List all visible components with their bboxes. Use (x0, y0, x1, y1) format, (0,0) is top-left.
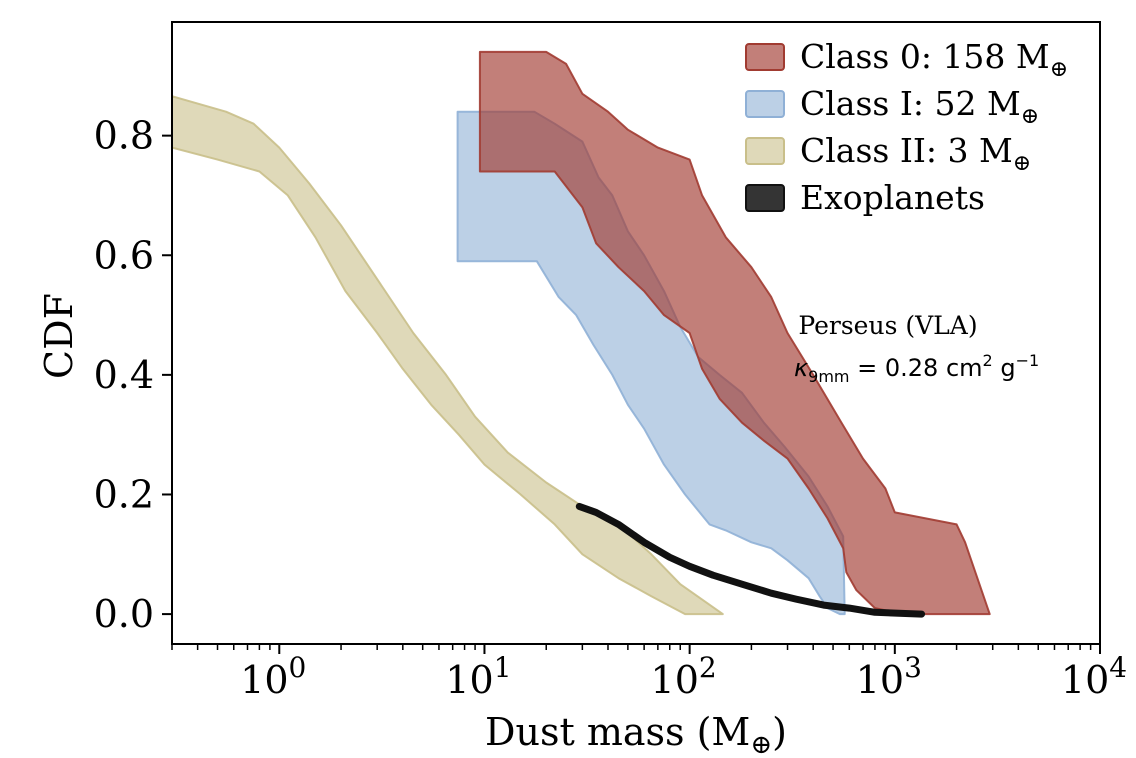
x-tick-label: 103 (856, 651, 922, 702)
y-tick-label: 0.2 (94, 472, 154, 516)
x-tick-exponent: 2 (699, 651, 717, 684)
annotation-kappa-sup1: 2 (983, 351, 993, 370)
x-tick-label: 101 (445, 651, 511, 702)
legend-swatch-class-0 (745, 43, 785, 71)
x-tick-exponent: 1 (494, 651, 512, 684)
legend-swatch-exoplanets (745, 184, 785, 212)
line-exoplanets (575, 502, 926, 618)
legend-label-exoplanets: Exoplanets (800, 178, 985, 217)
annotation-opacity: κ9mm = 0.28 cm2 g−1 (794, 351, 1039, 386)
x-tick-label: 104 (1061, 651, 1127, 702)
legend-text: Class I: 52 M (800, 84, 1021, 123)
y-tick-label: 0.0 (94, 592, 154, 636)
x-tick-label: 100 (240, 651, 306, 702)
legend-text: Exoplanets (800, 178, 985, 217)
legend-symbol: ⊕ (1021, 104, 1039, 129)
annotation-kappa-sup2: −1 (1016, 351, 1040, 370)
legend-symbol: ⊕ (1013, 151, 1031, 176)
annotation-kappa-sub: 9mm (808, 367, 849, 386)
legend-label-class-0: Class 0: 158 M⊕ (800, 37, 1068, 82)
x-axis-label-symbol: ⊕ (750, 730, 772, 758)
x-tick-exponent: 3 (904, 651, 922, 684)
x-tick-exponent: 4 (1109, 651, 1127, 684)
y-axis-label: CDF (37, 293, 81, 379)
legend-label-class-i: Class I: 52 M⊕ (800, 84, 1039, 129)
annotation-kappa-unit: g (993, 354, 1016, 382)
y-tick-label: 0.4 (94, 353, 154, 397)
x-tick-label: 102 (651, 651, 717, 702)
x-axis-label-close: ) (772, 710, 787, 754)
band-class-ii (172, 95, 724, 616)
band-class-0 (478, 50, 991, 616)
legend-swatch-class-i (745, 90, 785, 118)
legend-text: Class 0: 158 M (800, 37, 1050, 76)
annotation-kappa-value: = 0.28 cm (850, 354, 983, 382)
legend: Class 0: 158 M⊕Class I: 52 M⊕Class II: 3… (745, 37, 1068, 217)
legend-swatch-class-ii (745, 137, 785, 165)
y-tick-label: 0.6 (94, 233, 154, 277)
y-tick-label: 0.8 (94, 114, 154, 158)
x-axis-label: Dust mass (M⊕) (485, 710, 787, 758)
series-layer (172, 50, 991, 618)
legend-text: Class II: 3 M (800, 131, 1013, 170)
x-tick-base: 10 (856, 658, 904, 702)
x-tick-base: 10 (240, 658, 288, 702)
annotation-kappa: κ (794, 354, 809, 382)
plot-frame (171, 21, 1101, 645)
x-tick-exponent: 0 (289, 651, 307, 684)
x-tick-base: 10 (445, 658, 493, 702)
x-axis-label-text: Dust mass (M (485, 710, 750, 754)
legend-label-class-ii: Class II: 3 M⊕ (800, 131, 1031, 176)
x-tick-base: 10 (1061, 658, 1109, 702)
legend-symbol: ⊕ (1050, 57, 1068, 82)
annotation-survey: Perseus (VLA) (798, 311, 977, 340)
x-tick-base: 10 (651, 658, 699, 702)
